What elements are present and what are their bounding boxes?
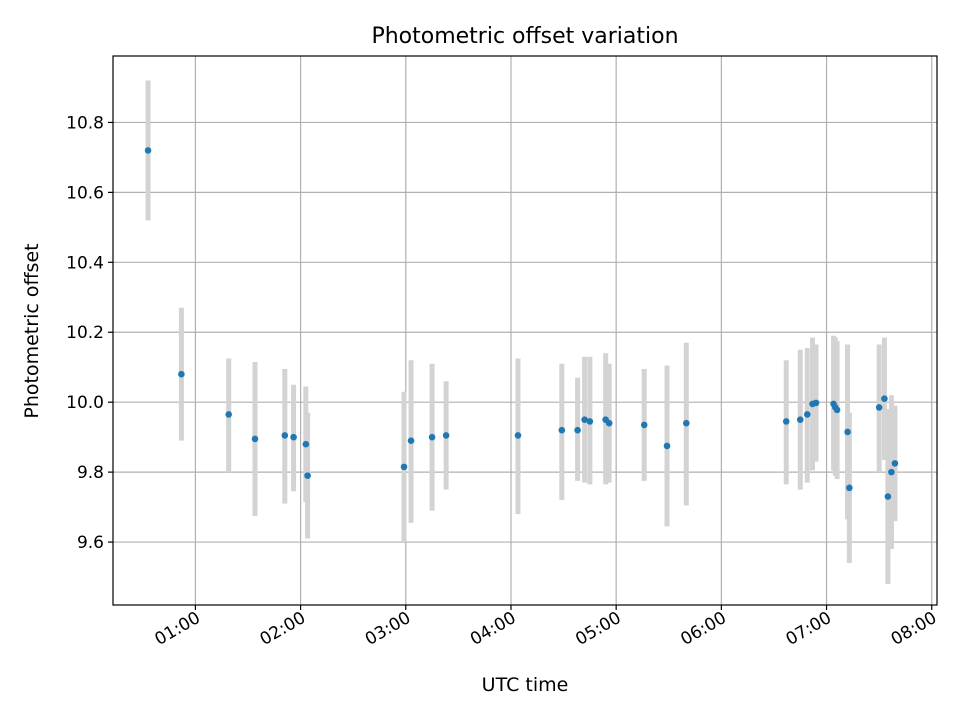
x-tick-label: 04:00 [467, 608, 519, 650]
data-point [574, 426, 581, 434]
data-point [304, 472, 311, 479]
data-point [586, 418, 594, 425]
data-point [144, 147, 152, 154]
x-tick-label: 02:00 [257, 608, 309, 650]
x-axis-ticks: 01:00 02:00 03:00 04:00 05:00 06:00 07:00 08:00 [151, 605, 940, 650]
data-point [514, 432, 522, 439]
data-point [640, 421, 648, 429]
x-tick-label: 07:00 [783, 608, 835, 650]
data-point [605, 419, 613, 427]
y-tick-label: 10.0 [66, 393, 104, 413]
y-tick-label: 9.8 [77, 463, 104, 483]
data-point [875, 404, 883, 411]
y-tick-label: 9.6 [77, 533, 104, 553]
data-point [442, 432, 450, 439]
data-point [803, 411, 811, 418]
data-point [812, 399, 820, 407]
data-point [178, 370, 185, 378]
x-tick-label: 06:00 [677, 608, 729, 650]
data-point [558, 426, 566, 434]
x-tick-label: 05:00 [572, 608, 624, 650]
data-point [581, 416, 588, 423]
y-axis-label: Photometric offset [21, 243, 43, 418]
chart-title: Photometric offset variation [371, 24, 678, 49]
data-point [428, 433, 436, 441]
data-point [407, 437, 415, 444]
y-tick-label: 10.2 [66, 323, 104, 343]
data-point [888, 468, 895, 476]
y-tick-label: 10.4 [66, 253, 104, 273]
data-point [844, 428, 851, 436]
data-point [251, 435, 259, 443]
x-tick-label: 03:00 [362, 608, 414, 650]
data-point [682, 419, 690, 427]
data-point [400, 463, 408, 471]
data-point [891, 460, 899, 467]
data-point [302, 440, 310, 448]
data-point [225, 411, 233, 418]
x-tick-label: 01:00 [151, 608, 203, 650]
data-points [144, 147, 899, 500]
plot-frame [112, 55, 938, 606]
x-axis-label: UTC time [482, 674, 569, 696]
data-point [290, 433, 297, 441]
data-point [663, 442, 671, 450]
data-point [796, 416, 804, 423]
x-tick-label: 08:00 [888, 608, 940, 650]
data-point [884, 493, 892, 500]
data-point [782, 418, 790, 425]
data-point [833, 406, 841, 414]
y-axis-ticks: 9.6 9.8 10.0 10.2 10.4 10.6 10.8 [66, 113, 113, 553]
data-point [881, 395, 888, 402]
data-point [846, 484, 853, 492]
y-tick-label: 10.8 [66, 113, 104, 133]
grid-lines [113, 56, 937, 605]
data-point [281, 432, 289, 439]
y-tick-label: 10.6 [66, 183, 104, 203]
